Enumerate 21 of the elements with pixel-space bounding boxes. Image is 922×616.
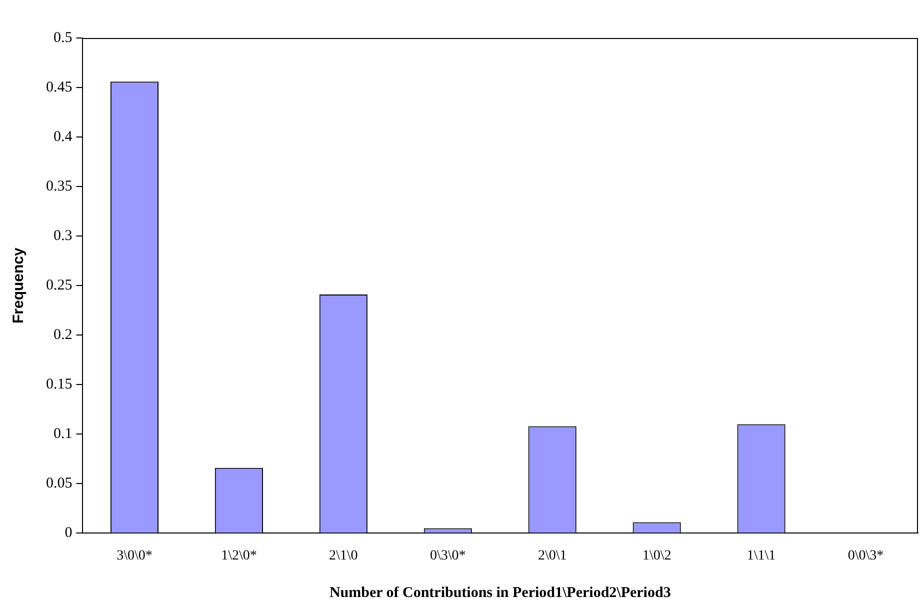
x-tick-label: 1\0\2: [642, 548, 672, 564]
y-tick-label: 0.5: [54, 30, 72, 46]
y-axis-title: Frequency: [10, 247, 28, 324]
y-tick-label: 0.25: [46, 278, 72, 294]
x-axis-title: Number of Contributions in Period1\Period2\Period3: [329, 584, 671, 601]
x-tick-label: 3\0\0*: [116, 548, 152, 564]
y-tick-label: 0.2: [54, 327, 72, 344]
y-tick-label: 0.35: [46, 178, 72, 194]
y-tick-label: 0.45: [46, 79, 72, 96]
y-tick-label: 0.1: [54, 426, 72, 442]
x-tick-label: 2\0\1: [538, 548, 567, 564]
x-tick-label: 1\1\1: [746, 548, 776, 564]
y-tick-label: 0.4: [54, 128, 73, 145]
y-tick-label: 0: [64, 525, 72, 542]
y-tick-label: 0.05: [46, 476, 72, 492]
y-tick-label: 0.15: [46, 376, 72, 393]
x-tick-label: 2\1\0: [329, 548, 358, 564]
x-tick-label: 0\3\0*: [430, 548, 466, 564]
x-tick-label: 1\2\0*: [221, 548, 257, 564]
y-tick-label: 0.3: [54, 228, 72, 244]
x-tick-label: 0\0\3*: [848, 548, 884, 564]
